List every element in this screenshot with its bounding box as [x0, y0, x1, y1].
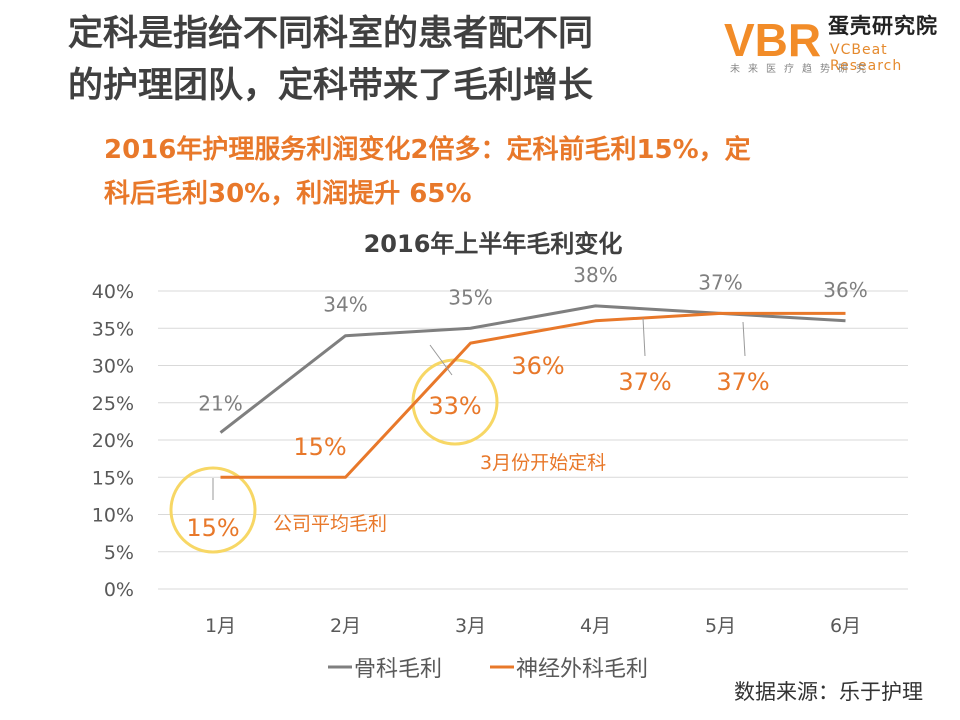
vcbeat-logo: VBR 蛋壳研究院 VCBeat Research 未来医疗趋势研究: [724, 10, 956, 76]
data-label-orange: 37%: [716, 368, 769, 396]
headline-summary: 2016年护理服务利润变化2倍多：定科前毛利15%，定 科后毛利30%，利润提升…: [104, 128, 904, 216]
data-label-gray: 21%: [198, 392, 242, 416]
logo-tagline: 未来医疗趋势研究: [730, 64, 874, 75]
page-title-line-1: 定科是指给不同科室的患者配不同: [68, 14, 594, 54]
leader-line: [642, 317, 646, 357]
vbr-logo-mark-icon: VBR: [724, 14, 821, 60]
x-tick-label: 6月: [830, 615, 861, 637]
headline-summary-line-2: 科后毛利30%，利润提升 65%: [104, 179, 472, 209]
data-source-note: 数据来源：乐于护理: [734, 680, 923, 704]
page-title: 定科是指给不同科室的患者配不同 的护理团队，定科带来了毛利增长: [68, 8, 708, 112]
page-title-line-2: 的护理团队，定科带来了毛利增长: [68, 66, 594, 106]
data-label-orange: 15%: [186, 514, 239, 542]
data-label-gray: 36%: [823, 278, 867, 302]
series-line-2: [220, 311, 846, 479]
x-tick-label: 5月: [705, 615, 736, 637]
y-tick-label: 15%: [92, 467, 134, 489]
x-tick-label: 1月: [205, 615, 236, 637]
data-label-orange: 15%: [293, 433, 346, 461]
y-tick-label: 30%: [92, 356, 134, 378]
logo-name-en: VCBeat Research: [830, 42, 903, 74]
legend-label-orange: 神经外科毛利: [516, 657, 648, 682]
x-tick-label: 2月: [330, 615, 361, 637]
data-label-gray: 37%: [698, 270, 742, 294]
data-label-gray: 35%: [448, 285, 492, 309]
leader-line: [429, 344, 453, 376]
legend-label-gray: 骨科毛利: [354, 657, 442, 682]
y-tick-label: 25%: [92, 393, 134, 415]
annotation-avg-margin: 公司平均毛利: [273, 513, 387, 535]
chart-title: 2016年上半年毛利变化: [364, 230, 623, 258]
data-label-gray: 34%: [323, 293, 367, 317]
y-tick-label: 40%: [92, 281, 134, 303]
annotation-start-dept: 3月份开始定科: [480, 452, 606, 474]
logo-mark-text: VBR: [724, 14, 821, 60]
data-label-orange: 36%: [511, 352, 564, 380]
data-label-orange: 33%: [428, 392, 481, 420]
headline-summary-line-1: 2016年护理服务利润变化2倍多：定科前毛利15%，定: [104, 135, 751, 165]
x-tick-label: 4月: [580, 615, 611, 637]
y-tick-label: 35%: [92, 318, 134, 340]
y-tick-label: 0%: [104, 579, 134, 601]
data-label-gray: 38%: [573, 263, 617, 287]
y-tick-label: 20%: [92, 430, 134, 452]
highlight-circle: [169, 466, 257, 554]
logo-name-cn: 蛋壳研究院: [828, 14, 938, 38]
y-tick-label: 5%: [104, 542, 134, 564]
y-tick-label: 10%: [92, 505, 134, 527]
data-label-orange: 37%: [618, 368, 671, 396]
leader-line: [742, 321, 746, 357]
x-tick-label: 3月: [455, 615, 486, 637]
